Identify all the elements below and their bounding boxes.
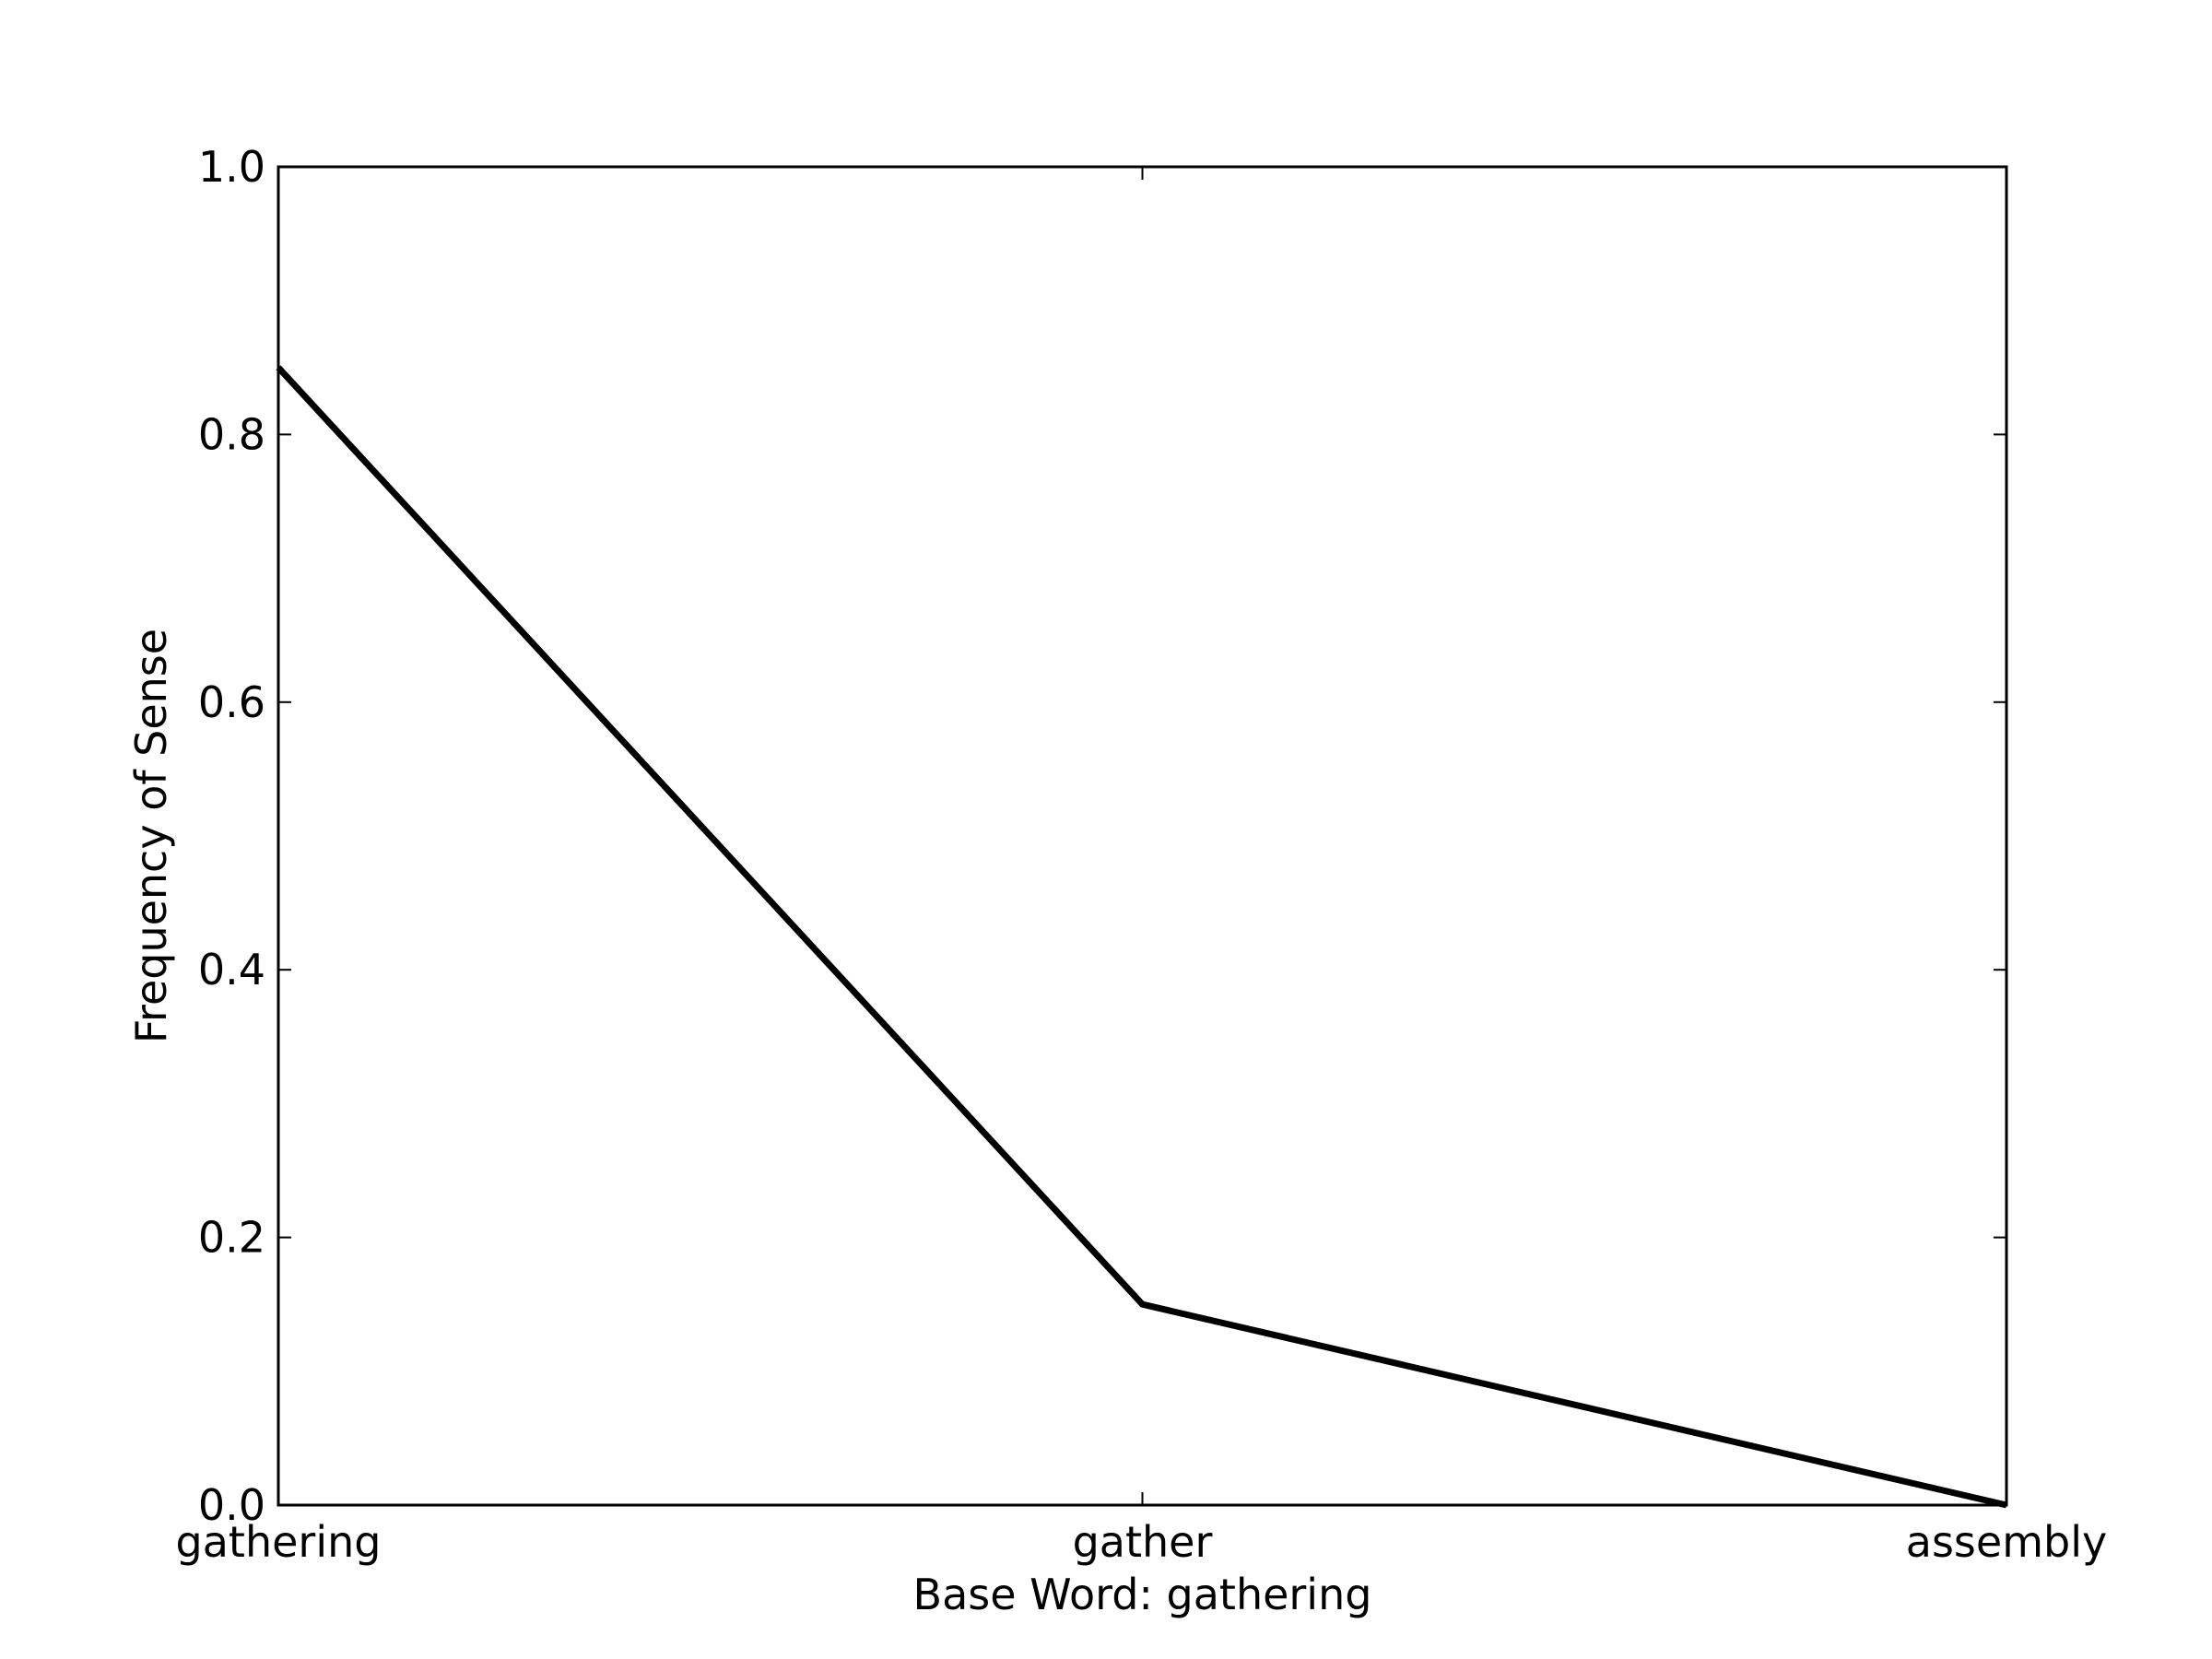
x-axis-label: Base Word: gathering [913,1570,1372,1619]
plot-area-frame [276,165,2008,1507]
y-tick-label: 0.4 [198,945,265,994]
x-tick-label: gathering [176,1517,382,1567]
labels-layer: gathering gather assembly 0.0 0.2 0.4 0.6 0.8 1.… [176,142,2108,1567]
y-tick-label: 0.6 [198,677,265,727]
x-tick-label: assembly [1906,1517,2107,1567]
y-tick-label: 1.0 [198,142,265,192]
y-tick-label: 0.2 [198,1213,265,1263]
y-tick-label: 0.8 [198,409,265,459]
x-tick-label: gather [1073,1517,1213,1567]
y-tick-label: 0.0 [198,1480,265,1530]
y-axis-label: Frequency of Sense [126,629,176,1043]
